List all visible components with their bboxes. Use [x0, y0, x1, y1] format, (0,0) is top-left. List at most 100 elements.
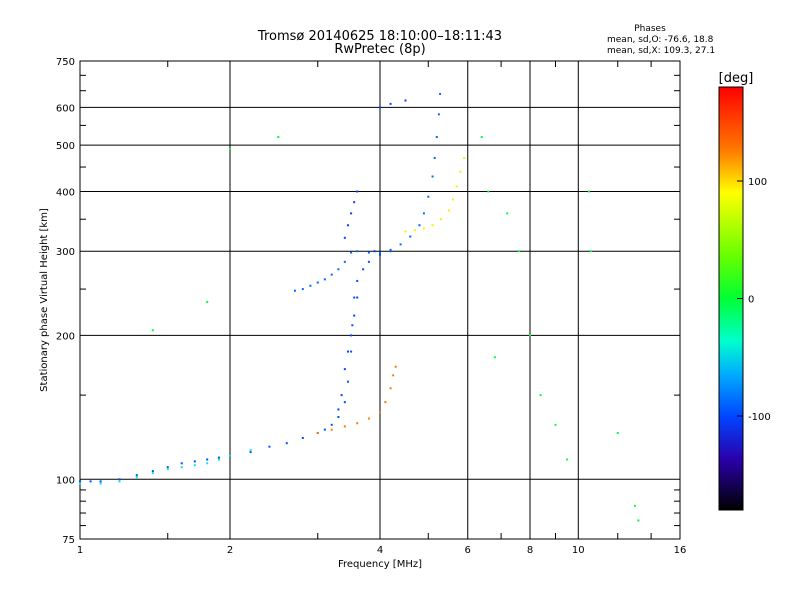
data-point — [180, 462, 183, 465]
x-tick-label: 2 — [227, 545, 233, 556]
data-point — [634, 504, 637, 507]
data-point — [566, 458, 569, 461]
data-point — [135, 474, 138, 477]
colorbar-tick-label: -100 — [748, 412, 771, 423]
data-point — [487, 190, 490, 193]
data-point — [309, 284, 312, 287]
data-point — [356, 296, 359, 299]
data-point — [323, 428, 326, 431]
colorbar-ticks: 100 0 -100 — [737, 177, 771, 423]
data-point — [404, 99, 407, 102]
data-point — [343, 368, 346, 371]
data-point — [337, 408, 340, 411]
data-point — [301, 288, 304, 291]
data-point — [343, 401, 346, 404]
data-point — [439, 92, 442, 95]
data-point — [330, 423, 333, 426]
data-point — [447, 209, 450, 212]
data-point — [389, 248, 392, 251]
colorbar-tick-label: 100 — [748, 177, 767, 188]
chart-title: Tromsø 20140625 18:10:00–18:11:43 — [257, 29, 502, 44]
y-tick-label: 500 — [56, 141, 75, 152]
data-point — [217, 458, 220, 461]
data-point — [493, 356, 496, 359]
data-point — [367, 251, 370, 254]
data-point — [394, 365, 397, 368]
data-point — [217, 456, 220, 459]
data-point — [193, 464, 196, 467]
data-point — [337, 415, 340, 418]
data-point — [350, 334, 353, 337]
data-point — [506, 212, 509, 215]
x-tick-label: 1 — [77, 545, 83, 556]
data-point — [166, 468, 169, 471]
data-point — [249, 449, 252, 452]
data-point — [409, 235, 412, 238]
data-point — [389, 102, 392, 105]
y-tick-label: 750 — [56, 57, 75, 68]
data-point — [353, 201, 356, 204]
data-point — [616, 431, 619, 434]
data-point — [151, 470, 154, 473]
data-point — [589, 250, 592, 253]
data-point — [206, 458, 209, 461]
data-point — [316, 431, 319, 434]
data-point — [249, 451, 252, 454]
colorbar-label: [deg] — [719, 71, 754, 86]
y-tick-label: 100 — [56, 475, 75, 486]
data-point — [343, 425, 346, 428]
data-point — [229, 454, 231, 457]
data-point — [180, 466, 183, 469]
data-point — [351, 324, 354, 327]
data-point — [277, 136, 280, 139]
data-point — [268, 445, 271, 448]
data-point — [389, 387, 392, 390]
data-point — [356, 190, 359, 193]
y-tick-label: 600 — [56, 103, 75, 114]
data-point — [118, 478, 121, 481]
data-point — [362, 268, 365, 271]
data-point — [343, 236, 346, 239]
data-point — [99, 482, 102, 485]
data-point — [439, 218, 442, 221]
colorbar-tick-label: 0 — [748, 295, 754, 306]
data-point — [340, 394, 343, 397]
y-tick-label: 75 — [62, 535, 75, 546]
data-point — [301, 436, 304, 439]
data-point — [350, 350, 353, 353]
data-point — [459, 170, 462, 173]
y-tick-label: 400 — [56, 187, 75, 198]
data-point — [285, 442, 288, 445]
data-point — [151, 329, 154, 332]
data-point — [330, 273, 333, 276]
minor-ticks — [80, 61, 680, 539]
data-point — [373, 250, 376, 253]
data-point — [356, 422, 359, 425]
data-point — [353, 314, 356, 317]
data-point — [517, 250, 520, 253]
data-point — [99, 480, 102, 483]
x-tick-label: 6 — [465, 545, 471, 556]
data-point — [293, 289, 296, 292]
data-point — [399, 243, 402, 246]
y-tick-label: 200 — [56, 331, 75, 342]
x-tick-label: 4 — [377, 545, 383, 556]
data-point — [337, 268, 340, 271]
data-point — [353, 296, 356, 299]
data-point — [135, 476, 138, 479]
data-point — [480, 136, 483, 139]
data-point — [413, 229, 416, 232]
data-point — [554, 423, 557, 426]
data-point — [422, 227, 425, 230]
data-point — [637, 519, 640, 522]
data-point — [229, 148, 231, 151]
y-tick-label: 300 — [56, 247, 75, 258]
x-tick-label: 16 — [674, 545, 687, 556]
data-point — [455, 185, 458, 188]
data-point — [379, 106, 381, 109]
data-point — [418, 224, 421, 227]
data-point — [193, 460, 196, 463]
data-point — [435, 136, 438, 139]
data-point — [529, 334, 531, 337]
